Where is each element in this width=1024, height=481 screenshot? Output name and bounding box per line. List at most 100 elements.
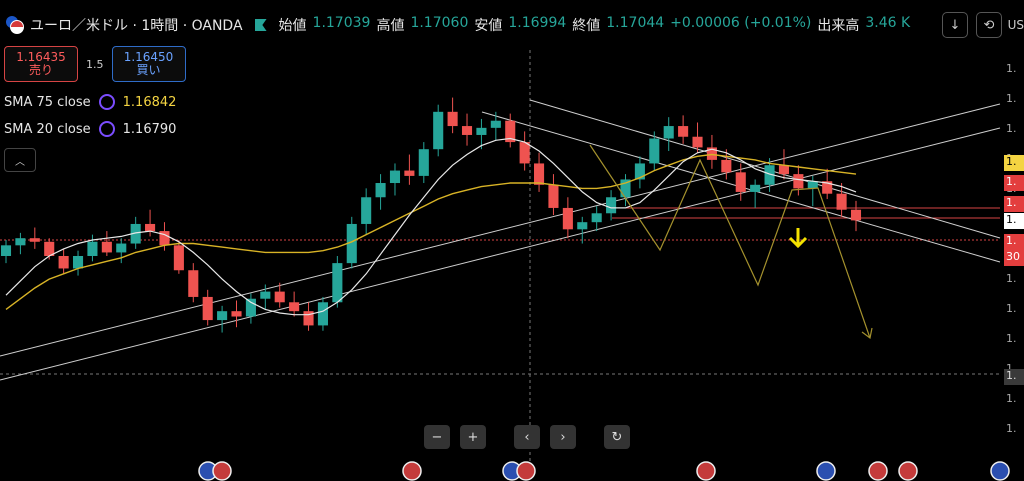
candlesticks [0,97,862,333]
sell-price: 1.16435 [16,49,66,64]
candle-body [764,165,775,185]
buy-label: 買い [136,63,161,77]
candle-body [245,298,256,317]
chevron-up-icon: ︿ [15,156,25,168]
candle-body [433,111,444,150]
candle-body [130,223,141,244]
candle-body [750,184,761,192]
chart-header: ユーロ／米ドル · 1時間 · OANDA 始値 1.17039 高値 1.1706… [0,0,1000,50]
change-value: +0.00006 (+0.01%) [670,15,812,31]
header-buttons: ↓ ⟲ [942,12,1002,38]
economic-event-flag-icon[interactable] [516,461,536,481]
candle-body [519,142,530,164]
volume-value: 3.46 K [865,15,911,31]
candle-body [29,238,40,242]
candle-body [649,138,660,164]
price-tick: 1. [1006,392,1017,405]
sell-button[interactable]: 1.16435 売り [4,46,78,82]
price-tick: 1. [1006,272,1017,285]
price-tick: 1. [1006,92,1017,105]
candle-body [447,111,458,127]
candle-body [534,163,545,185]
candle-body [202,296,213,321]
event-markers[interactable] [198,461,1010,481]
candle-body [807,181,818,189]
price-tick: 1. [1006,62,1017,75]
symbol-title[interactable]: ユーロ／米ドル · 1時間 · OANDA [0,15,243,35]
high-key: 高値 [376,18,405,34]
visibility-toggle-icon[interactable] [98,121,115,137]
candle-body [159,231,170,246]
candle-body [58,256,69,269]
candle-body [850,209,862,221]
ohlc-values: 始値 1.17039 高値 1.17060 安値 1.16994 終値 1.17044 … [279,15,911,35]
candle-body [116,243,127,253]
collapse-legend-button[interactable]: ︿ [4,148,36,172]
fullscreen-icon[interactable]: ⟲ [976,12,1002,38]
candle-body [260,291,271,299]
zoom-in-button[interactable]: + [460,425,486,449]
candle-body [476,127,487,135]
candle-body [735,172,746,192]
candle-body [231,311,242,317]
candle-body [692,136,703,148]
candle-body [44,241,55,256]
price-tick: 1. [1006,422,1017,435]
candle-body [591,213,602,223]
high-value: 1.17060 [410,15,469,31]
candle-body [505,120,516,143]
symbol-label: ユーロ／米ドル · 1時間 · OANDA [30,18,243,34]
eur-usd-flag-icon [6,16,24,34]
candle-body [101,241,112,253]
candle-body [678,126,689,137]
candle-body [577,222,588,230]
candle-body [836,193,847,210]
sma75-value: 1.16842 [122,94,177,110]
candle-body [562,207,573,230]
reset-chart-button[interactable]: ↻ [604,425,630,449]
candle-body [375,183,386,198]
spread-value: 1.5 [86,57,104,71]
trade-panel: 1.16435 売り 1.5 1.16450 買い [4,46,186,82]
sma20-line [5,137,857,316]
candle-body [317,302,328,326]
sma75-line [5,153,857,310]
currency-label[interactable]: US [1007,18,1024,32]
candle-body [173,245,184,271]
down-arrow-marker [788,228,808,249]
candle-body [361,197,372,224]
price-tag: 1. [1004,369,1024,385]
economic-event-flag-icon[interactable] [898,461,918,481]
scroll-right-button[interactable]: › [550,425,576,449]
scroll-left-button[interactable]: ‹ [514,425,540,449]
market-open-flag-icon [254,19,267,31]
arrow-down-icon[interactable]: ↓ [942,12,968,38]
candle-body [289,302,300,312]
candle-body [606,197,617,214]
legend-sma20[interactable]: SMA 20 close 1.16790 [4,121,176,137]
economic-event-flag-icon[interactable] [212,461,232,481]
economic-event-flag-icon[interactable] [990,461,1010,481]
price-axis[interactable]: 1.1.1.1.1.1.1.1.1.1.1.1.1.1.1.1.1.1.301. [1002,0,1024,481]
candle-body [332,263,343,303]
candle-body [490,120,501,128]
price-tag: 30 [1004,250,1024,266]
low-value: 1.16994 [508,15,567,31]
economic-event-flag-icon[interactable] [696,461,716,481]
candle-body [418,149,429,176]
legend-sma75[interactable]: SMA 75 close 1.16842 [4,94,176,110]
candle-body [188,270,199,297]
economic-event-flag-icon[interactable] [402,461,422,481]
visibility-toggle-icon[interactable] [98,94,115,110]
economic-event-flag-icon[interactable] [816,461,836,481]
sma75-name: SMA 75 close [4,94,91,110]
candle-body [778,165,790,175]
economic-event-flag-icon[interactable] [868,461,888,481]
candle-body [620,179,631,198]
zoom-out-button[interactable]: − [424,425,450,449]
candle-body [822,181,833,194]
price-tick: 1. [1006,302,1017,315]
buy-button[interactable]: 1.16450 買い [111,46,186,82]
candle-body [303,311,314,326]
